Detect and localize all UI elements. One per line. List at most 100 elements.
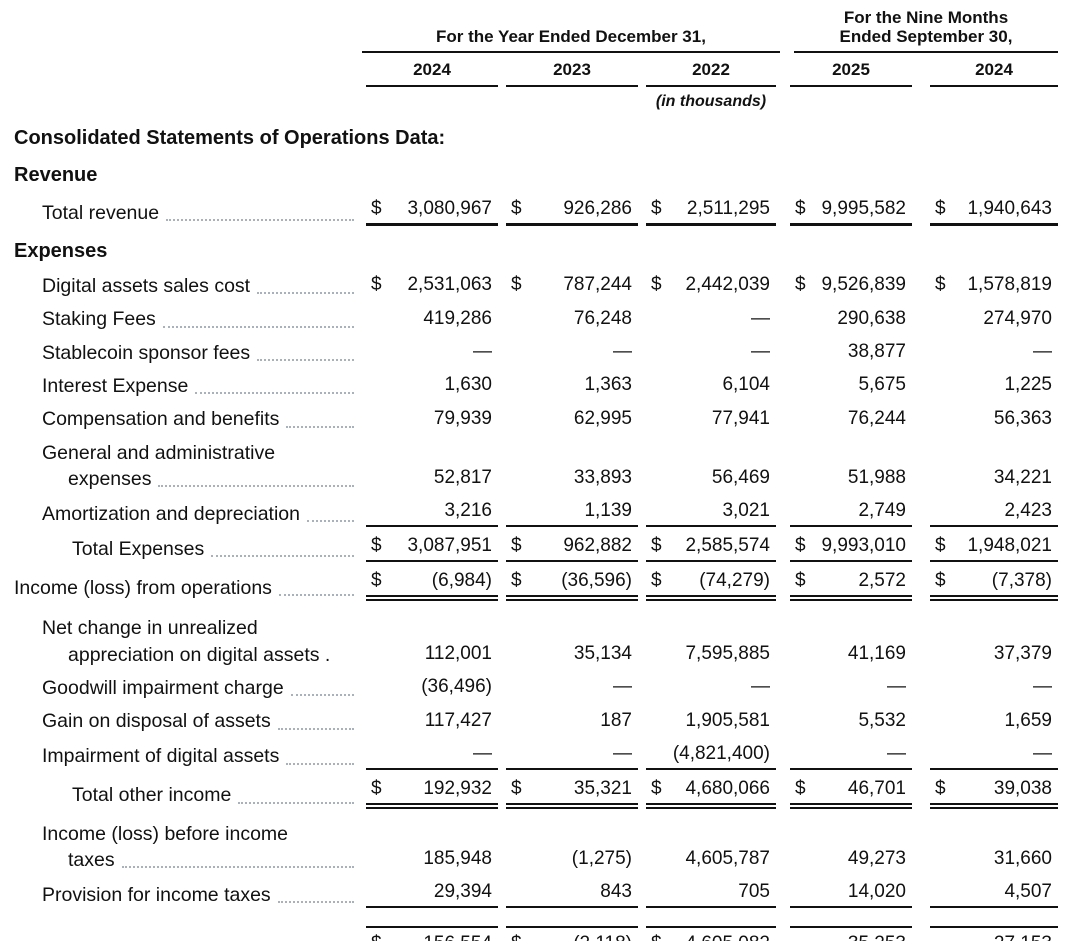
- value-cell: 14,020: [790, 880, 912, 909]
- value-cell: 4,507: [930, 880, 1058, 909]
- value-text: 274,970: [983, 307, 1052, 329]
- value-text: 35,253: [848, 933, 906, 941]
- dotted-leader: [121, 866, 354, 869]
- year-column-header-2022: 2022: [646, 53, 776, 88]
- value-cell: —: [506, 340, 638, 366]
- value-cell: 1,225: [930, 373, 1058, 399]
- value-text: —: [613, 742, 632, 764]
- value-text: 1,659: [1004, 709, 1052, 731]
- row-label-cell: Total other income: [14, 782, 358, 808]
- dollar-sign: $: [651, 198, 662, 220]
- value-text: —: [1033, 742, 1052, 764]
- row-label-cell: Consolidated Statements of Operations Da…: [14, 125, 1058, 152]
- statement-title: Consolidated Statements of Operations Da…: [14, 125, 1058, 152]
- value-cell: $2,572: [790, 569, 912, 602]
- year-column-header-2023: 2023: [506, 53, 638, 88]
- value-text: 49,273: [847, 848, 906, 870]
- dollar-sign: $: [795, 535, 806, 557]
- value-cell: $4,605,082: [646, 926, 776, 941]
- value-cell: 76,244: [790, 407, 912, 433]
- row-provision-for-income-taxes: Provision for income taxes 29,394 843 705 14…: [14, 880, 1058, 909]
- section-revenue: Revenue: [14, 162, 1058, 189]
- row-label-line: Income (loss) before income: [14, 821, 358, 847]
- value-text: 5,532: [858, 709, 906, 731]
- value-text: 4,680,066: [685, 777, 770, 799]
- value-text: (36,596): [561, 570, 632, 592]
- units-note-row: (in thousands): [14, 87, 1058, 111]
- value-text: (6,984): [431, 570, 492, 592]
- row-label-cell: Staking Fees: [14, 306, 358, 332]
- value-cell: 49,273: [790, 847, 912, 873]
- row-label-cell: Income (loss) before income taxes: [14, 821, 358, 874]
- value-text: 56,469: [711, 467, 770, 489]
- dollar-sign: $: [935, 274, 946, 296]
- value-text: 9,526,839: [821, 274, 906, 296]
- row-label-text: Amortization and depreciation: [42, 502, 300, 525]
- value-text: —: [751, 676, 770, 698]
- value-cell: —: [506, 742, 638, 770]
- row-gain-on-disposal-of-assets: Gain on disposal of assets 117,427 187 1,90…: [14, 708, 1058, 734]
- row-label-text: Income (loss) from operations: [14, 576, 272, 599]
- value-cell: 3,021: [646, 499, 776, 528]
- dotted-leader: [257, 292, 354, 295]
- year-column-header-2024-nine-months: 2024: [930, 53, 1058, 88]
- value-cell: 77,941: [646, 407, 776, 433]
- row-label-text: Total Expenses: [72, 537, 205, 560]
- value-text: 705: [738, 881, 770, 903]
- value-text: 290,638: [837, 307, 906, 329]
- dotted-leader: [286, 425, 354, 428]
- value-cell: (4,821,400): [646, 742, 776, 770]
- value-text: 2,531,063: [407, 274, 492, 296]
- value-text: 843: [600, 881, 632, 903]
- value-cell: $192,932: [366, 777, 498, 809]
- value-cell: 35,134: [506, 642, 638, 668]
- value-cell: 33,893: [506, 466, 638, 492]
- value-cell: 185,948: [366, 847, 498, 873]
- row-label-text: Staking Fees: [42, 308, 156, 331]
- row-label-cell: Goodwill impairment charge: [14, 675, 358, 701]
- year-header-row: 2024 2023 2022 2025 2024: [14, 53, 1058, 88]
- value-cell: 79,939: [366, 407, 498, 433]
- row-label-cell: Stablecoin sponsor fees: [14, 340, 358, 366]
- dollar-sign: $: [651, 777, 662, 799]
- dollar-sign: $: [371, 198, 382, 220]
- value-cell: 62,995: [506, 407, 638, 433]
- year-ended-group-header: For the Year Ended December 31,: [362, 27, 780, 54]
- value-text: 2,572: [858, 570, 906, 592]
- column-group-header-row: For the Year Ended December 31, For the …: [14, 8, 1058, 54]
- row-income-loss-from-operations: Income (loss) from operations $ (6,984) $ (3…: [14, 569, 1058, 602]
- dotted-leader: [257, 359, 354, 361]
- value-text: (7,378): [991, 570, 1052, 592]
- value-cell: 1,659: [930, 709, 1058, 735]
- dollar-sign: $: [651, 933, 662, 941]
- row-label-cell: Income (loss) from operations: [14, 575, 358, 601]
- row-label-cell: Net Income (loss): [14, 938, 358, 941]
- value-text: 1,363: [584, 374, 632, 396]
- value-text: 3,080,967: [407, 198, 492, 220]
- value-cell: —: [646, 307, 776, 333]
- value-text: 51,988: [847, 467, 906, 489]
- row-label-line: Gain on disposal of assets: [14, 708, 358, 734]
- value-cell: 2,749: [790, 499, 912, 528]
- value-cell: 4,605,787: [646, 847, 776, 873]
- row-label-line: Provision for income taxes: [14, 882, 358, 908]
- value-cell: 419,286: [366, 307, 498, 333]
- value-text: 62,995: [573, 407, 632, 429]
- value-cell: 1,363: [506, 373, 638, 399]
- value-cell: 7,595,885: [646, 642, 776, 668]
- value-text: 34,221: [993, 467, 1052, 489]
- row-label-cell: Digital assets sales cost: [14, 273, 358, 299]
- row-income-loss-before-income-taxes: Income (loss) before income taxes 185,948 (…: [14, 821, 1058, 874]
- row-label-line: taxes: [14, 847, 358, 873]
- dollar-sign: $: [371, 570, 382, 592]
- row-label-cell: Amortization and depreciation: [14, 501, 358, 527]
- value-text: 6,104: [722, 374, 770, 396]
- row-label-text: Goodwill impairment charge: [42, 676, 284, 699]
- value-cell: $156,554: [366, 926, 498, 941]
- value-cell: $9,526,839: [790, 273, 912, 299]
- nine-months-group-label-line2: Ended September 30,: [839, 27, 1013, 47]
- row-label-line: Stablecoin sponsor fees: [14, 340, 358, 366]
- value-text: 1,225: [1004, 374, 1052, 396]
- value-cell: 51,988: [790, 466, 912, 492]
- dollar-sign: $: [511, 933, 522, 941]
